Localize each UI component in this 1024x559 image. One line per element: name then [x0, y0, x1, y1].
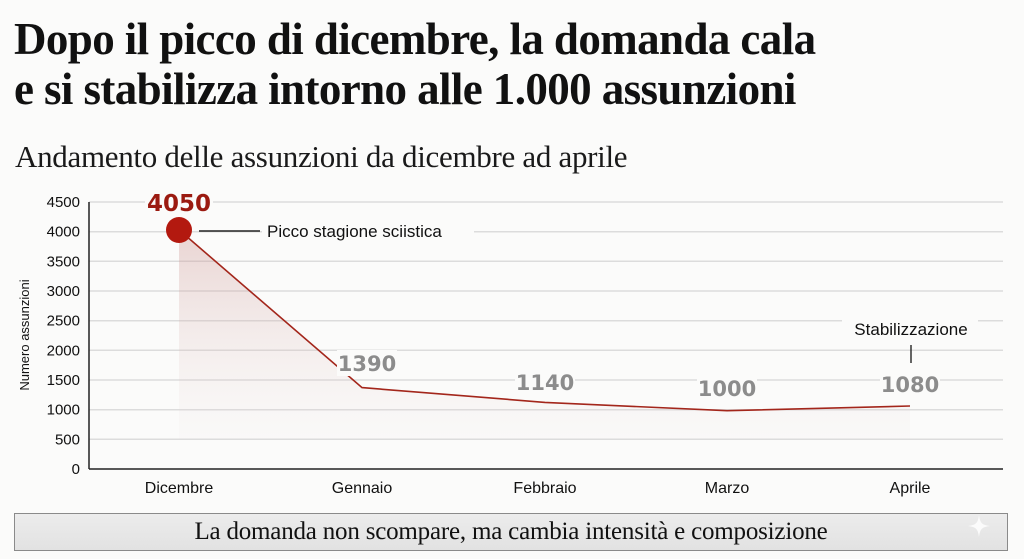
value-label-marzo: 1000	[698, 377, 756, 401]
x-tick-marzo: Marzo	[705, 480, 750, 497]
value-label-aprile: 1080	[881, 373, 939, 397]
value-label-gennaio: 1390	[338, 352, 396, 376]
x-tick-labels: Dicembre Gennaio Febbraio Marzo Aprile	[145, 480, 931, 497]
peak-value-label: 4050	[147, 191, 211, 217]
x-tick-febbraio: Febbraio	[513, 480, 576, 497]
peak-marker	[166, 217, 192, 243]
line-chart: 0 500 1000 1500 2000 2500 3000 3500 4000…	[17, 189, 1003, 497]
y-tick-labels: 0 500 1000 1500 2000 2500 3000 3500 4000…	[47, 194, 80, 478]
value-label-febbraio: 1140	[516, 371, 574, 395]
y-tick-2000: 2000	[47, 342, 80, 359]
y-tick-1500: 1500	[47, 372, 80, 389]
chart-title: Dopo il picco di dicembre, la domanda ca…	[14, 14, 1014, 114]
area-fill	[179, 229, 910, 439]
y-tick-2500: 2500	[47, 313, 80, 330]
x-tick-aprile: Aprile	[890, 480, 931, 497]
y-tick-4000: 4000	[47, 224, 80, 241]
y-tick-3500: 3500	[47, 253, 80, 270]
y-tick-0: 0	[72, 461, 80, 478]
y-tick-3000: 3000	[47, 283, 80, 300]
x-tick-dicembre: Dicembre	[145, 480, 214, 497]
x-tick-gennaio: Gennaio	[332, 480, 393, 497]
chart-title-line-1: Dopo il picco di dicembre, la domanda ca…	[14, 14, 816, 64]
y-tick-4500: 4500	[47, 194, 80, 211]
y-tick-1000: 1000	[47, 402, 80, 419]
sparkle-icon	[968, 515, 990, 537]
y-tick-500: 500	[55, 431, 80, 448]
peak-annotation: Picco stagione sciistica	[267, 222, 442, 241]
data-line	[178, 229, 911, 412]
chart-subtitle: Andamento delle assunzioni da dicembre a…	[15, 139, 628, 174]
stabilization-annotation: Stabilizzazione	[854, 320, 967, 339]
y-axis-label: Numero assunzioni	[17, 279, 32, 390]
footer-note: La domanda non scompare, ma cambia inten…	[14, 513, 1008, 551]
chart-title-line-2: e si stabilizza intorno alle 1.000 assun…	[14, 64, 796, 114]
